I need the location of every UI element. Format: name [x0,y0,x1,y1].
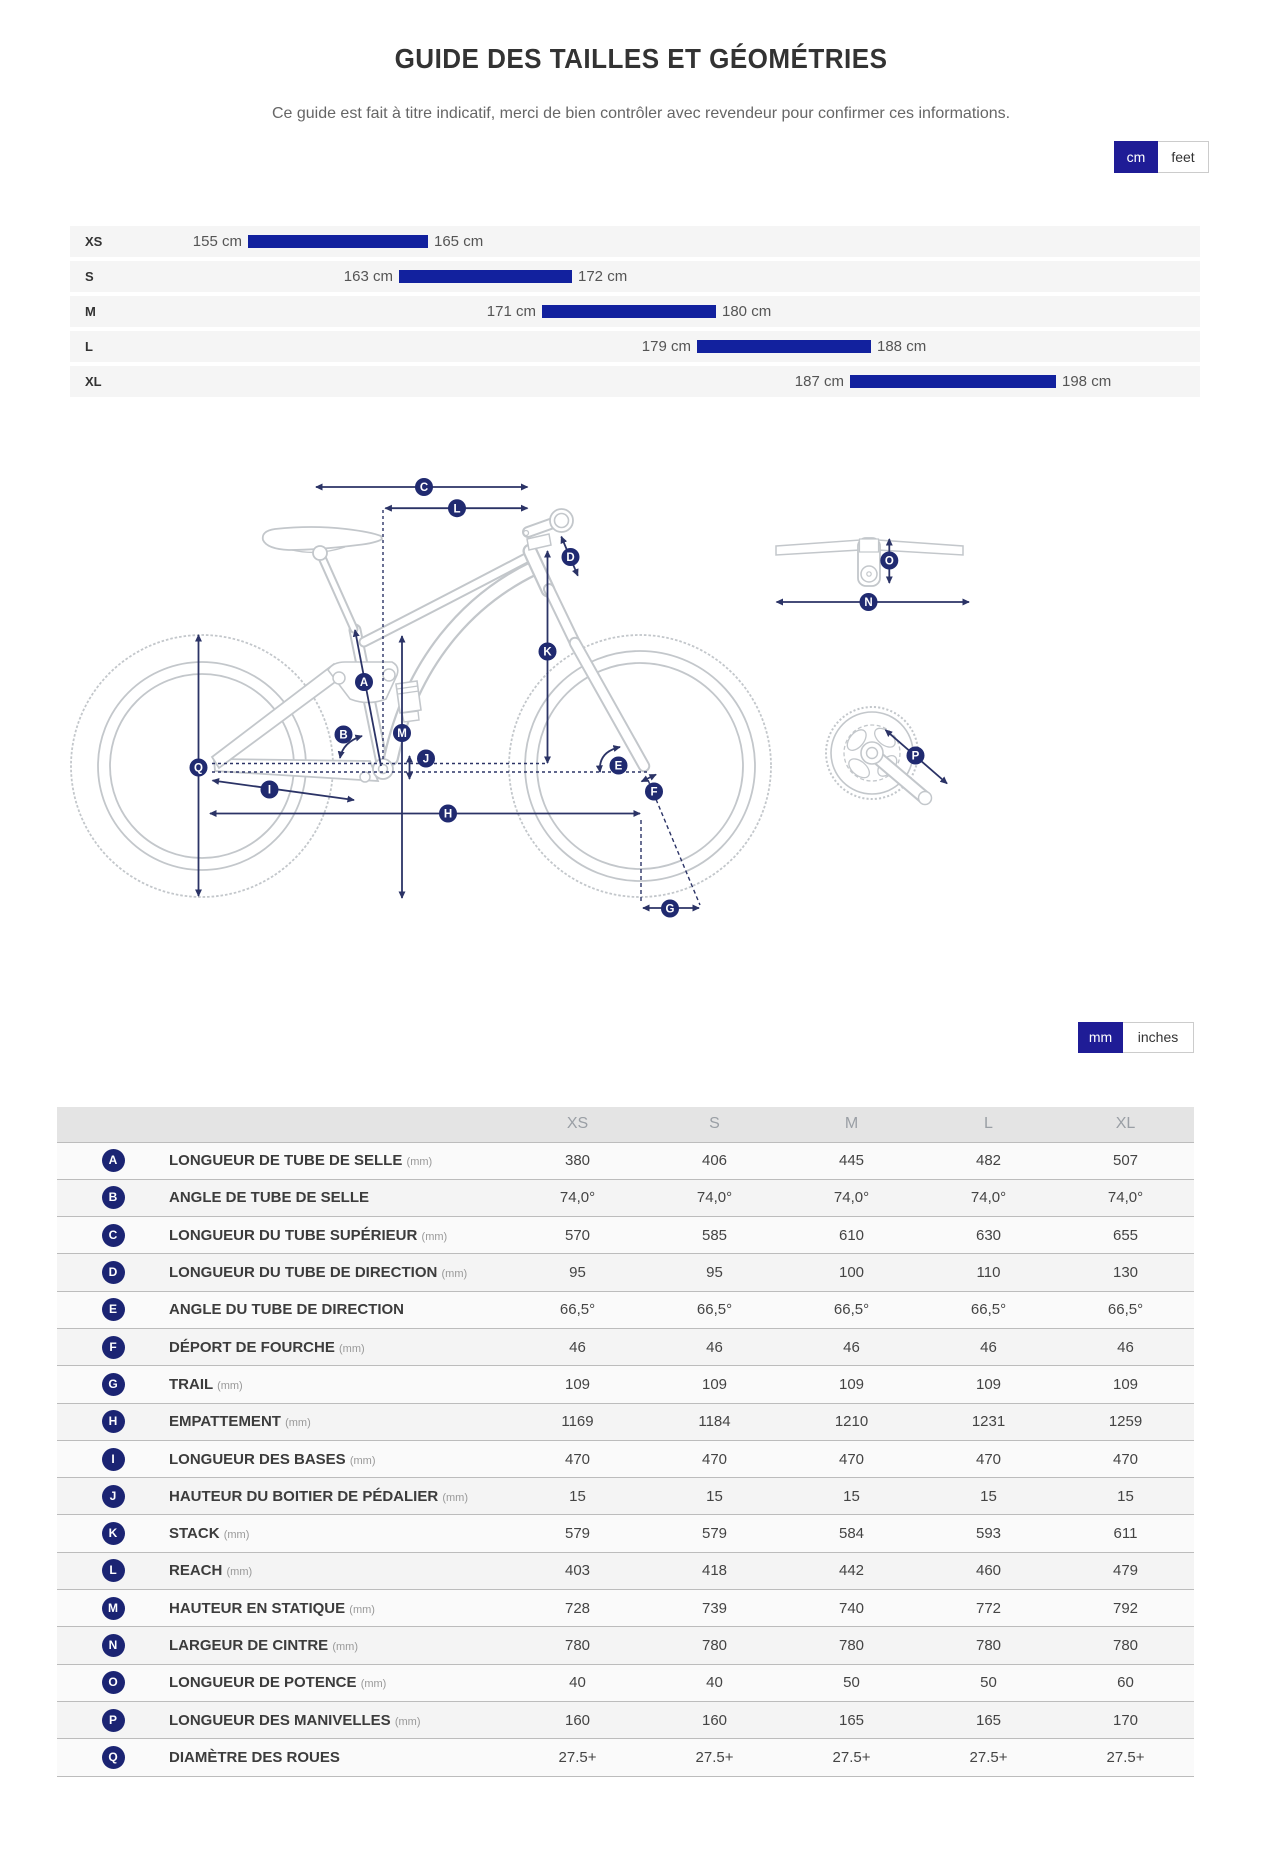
svg-text:O: O [885,556,894,568]
svg-text:D: D [566,552,574,564]
svg-text:E: E [615,761,623,773]
svg-text:K: K [543,647,552,659]
svg-text:M: M [397,728,407,740]
svg-text:J: J [423,754,429,766]
svg-text:Q: Q [194,763,203,775]
svg-text:F: F [650,787,657,799]
svg-text:B: B [339,730,347,742]
svg-text:L: L [453,503,460,515]
svg-text:N: N [864,597,872,609]
svg-text:C: C [420,482,428,494]
svg-text:I: I [268,785,271,797]
svg-text:G: G [666,904,675,916]
svg-text:A: A [360,677,368,689]
svg-text:H: H [444,809,452,821]
svg-text:P: P [912,751,920,763]
